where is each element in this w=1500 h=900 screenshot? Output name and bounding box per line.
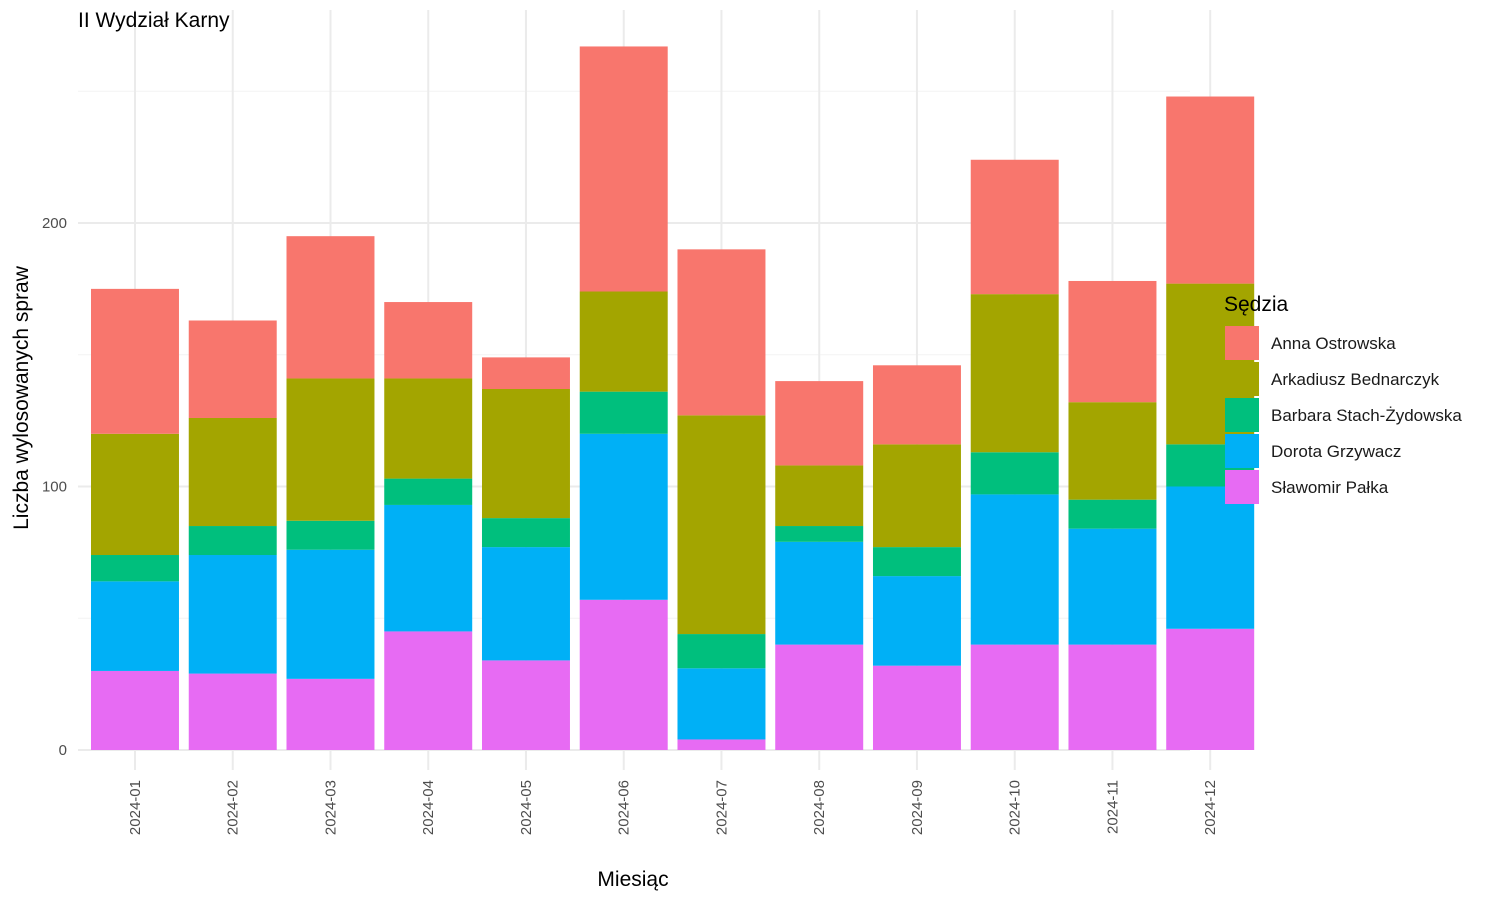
bar-segment bbox=[91, 555, 179, 582]
bar-segment bbox=[872, 444, 961, 548]
legend-swatch bbox=[1225, 326, 1259, 360]
bar-segment bbox=[91, 581, 179, 671]
legend-swatch bbox=[1225, 434, 1259, 468]
bar-segment bbox=[188, 555, 277, 674]
bar-segment bbox=[970, 159, 1059, 295]
y-tick-label: 100 bbox=[42, 479, 67, 496]
legend-swatch bbox=[1225, 398, 1259, 432]
bar-segment bbox=[775, 465, 864, 527]
bar-segment bbox=[872, 665, 961, 750]
bar-segment bbox=[677, 249, 766, 416]
bar-segment bbox=[579, 391, 668, 434]
bar-segment bbox=[1068, 402, 1157, 500]
x-tick-label: 2024-12 bbox=[1202, 780, 1219, 835]
bar-segment bbox=[384, 302, 473, 379]
bar-segment bbox=[481, 660, 570, 750]
bar-segment bbox=[970, 452, 1059, 495]
bar-segment bbox=[286, 378, 375, 521]
x-tick-label: 2024-03 bbox=[322, 780, 339, 835]
legend-label: Dorota Grzywacz bbox=[1271, 442, 1401, 461]
bar-segment bbox=[872, 365, 961, 445]
bar-segment bbox=[384, 378, 473, 479]
x-tick-label: 2024-06 bbox=[616, 780, 633, 835]
x-tick-label: 2024-01 bbox=[127, 780, 144, 835]
x-tick-label: 2024-07 bbox=[713, 780, 730, 835]
bar-segment bbox=[775, 381, 864, 466]
bar-segment bbox=[1068, 528, 1157, 645]
bar-segment bbox=[970, 644, 1059, 750]
bar-segment bbox=[872, 547, 961, 577]
legend-label: Sławomir Pałka bbox=[1271, 478, 1389, 497]
x-tick-label: 2024-10 bbox=[1007, 780, 1024, 835]
legend-swatch bbox=[1225, 362, 1259, 396]
bar-segment bbox=[579, 46, 668, 292]
bar-segment bbox=[1166, 628, 1255, 750]
x-tick-label: 2024-04 bbox=[420, 780, 437, 835]
legend-label: Anna Ostrowska bbox=[1271, 334, 1396, 353]
bar-segment bbox=[188, 417, 277, 527]
bar-segment bbox=[579, 291, 668, 392]
bar-segment bbox=[384, 504, 473, 632]
legend: Sędzia Anna Ostrowska Arkadiusz Bednarczy… bbox=[1224, 293, 1462, 504]
chart-title: II Wydział Karny bbox=[78, 9, 230, 32]
bar-segment bbox=[579, 433, 668, 600]
x-axis-ticks: 2024-01 2024-02 2024-03 2024-04 2024-05 2024-… bbox=[127, 780, 1219, 835]
bar-segment bbox=[1068, 499, 1157, 529]
legend-swatch bbox=[1225, 470, 1259, 504]
bar-segment bbox=[1166, 96, 1255, 284]
bar-segment bbox=[872, 576, 961, 666]
bar-segment bbox=[775, 541, 864, 645]
bar-segment bbox=[481, 357, 570, 390]
x-tick-label: 2024-02 bbox=[225, 780, 242, 835]
bar-segment bbox=[286, 520, 375, 550]
bar-segment bbox=[677, 415, 766, 635]
x-tick-label: 2024-05 bbox=[518, 780, 535, 835]
bars bbox=[91, 46, 1255, 750]
x-tick-label: 2024-09 bbox=[909, 780, 926, 835]
bar-segment bbox=[91, 433, 179, 556]
y-tick-label: 0 bbox=[59, 742, 67, 759]
legend-items: Anna Ostrowska Arkadiusz Bednarczyk Barbar… bbox=[1225, 326, 1462, 504]
bar-segment bbox=[970, 494, 1059, 645]
bar-segment bbox=[286, 678, 375, 750]
y-axis-title: Liczba wylosowanych spraw bbox=[10, 265, 33, 530]
bar-segment bbox=[188, 320, 277, 418]
bar-segment bbox=[1068, 644, 1157, 750]
bar-segment bbox=[286, 549, 375, 679]
legend-title: Sędzia bbox=[1224, 293, 1289, 316]
legend-label: Arkadiusz Bednarczyk bbox=[1271, 370, 1440, 389]
bar-segment bbox=[677, 668, 766, 740]
legend-label: Barbara Stach-Żydowska bbox=[1271, 406, 1462, 425]
bar-segment bbox=[188, 526, 277, 556]
bar-segment bbox=[481, 518, 570, 548]
bar-segment bbox=[970, 294, 1059, 453]
bar-segment bbox=[677, 739, 766, 750]
bar-segment bbox=[286, 236, 375, 379]
x-tick-label: 2024-08 bbox=[811, 780, 828, 835]
bar-segment bbox=[188, 673, 277, 750]
bar-segment bbox=[775, 644, 864, 750]
x-axis-title: Miesiąc bbox=[597, 868, 668, 891]
bar-segment bbox=[481, 389, 570, 519]
bar-segment bbox=[1166, 486, 1255, 629]
x-tick-label: 2024-11 bbox=[1104, 780, 1121, 834]
y-tick-label: 200 bbox=[42, 215, 67, 232]
y-axis-ticks: 0 100 200 bbox=[42, 215, 67, 759]
bar-segment bbox=[1068, 280, 1157, 403]
bar-segment bbox=[91, 288, 179, 434]
bar-segment bbox=[384, 631, 473, 750]
bar-segment bbox=[384, 478, 473, 505]
bar-segment bbox=[481, 547, 570, 661]
bar-segment bbox=[775, 526, 864, 542]
bar-segment bbox=[579, 599, 668, 750]
bar-segment bbox=[91, 670, 179, 750]
bar-segment bbox=[677, 634, 766, 669]
